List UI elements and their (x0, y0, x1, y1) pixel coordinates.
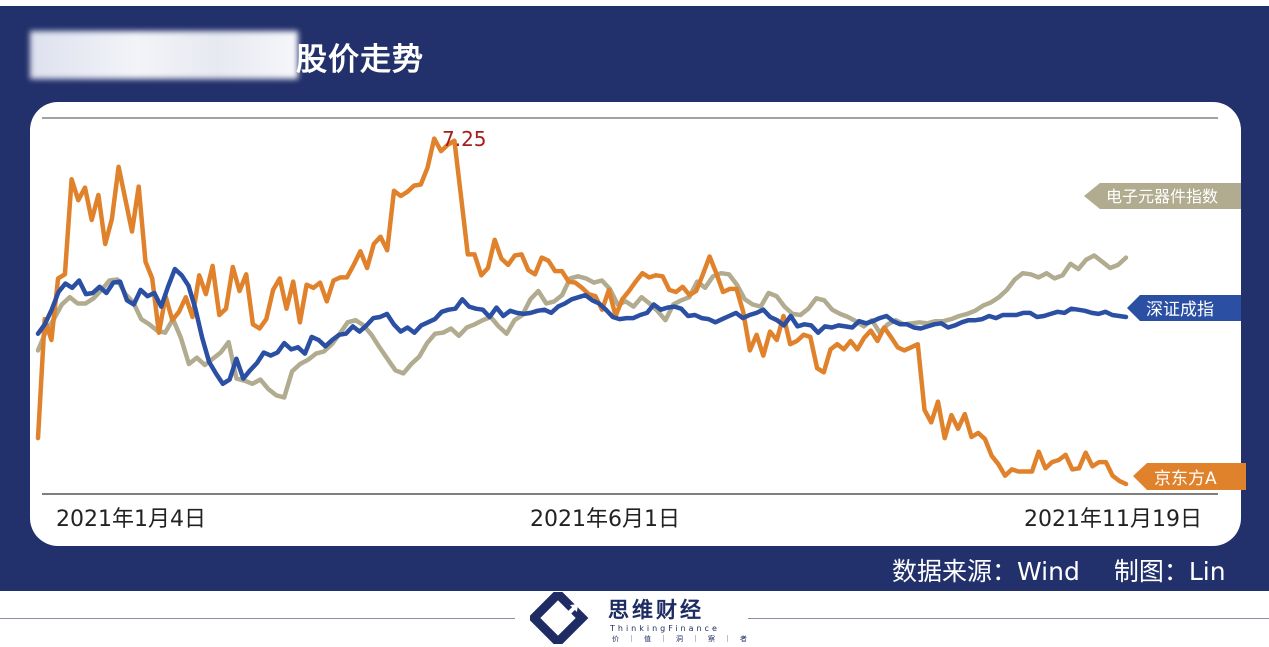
footer-divider-right (748, 618, 1269, 619)
chart-title: 股价走势 (296, 42, 424, 78)
chart-card (30, 102, 1241, 546)
brand-english: ThinkingFinance (610, 624, 720, 633)
legend-label-electronics: 电子元器件指数 (1106, 187, 1218, 206)
legend-label-szse: 深证成指 (1146, 300, 1214, 320)
series-line-1 (35, 266, 1129, 387)
data-source: 数据来源：Wind (892, 557, 1080, 586)
series-layer (35, 136, 1129, 487)
x-tick-labels: 2021年1月4日 2021年6月1日 2021年11月19日 (56, 507, 1202, 532)
source-note: 数据来源：Wind 制图：Lin (892, 552, 1226, 588)
peak-label: 7.25 (442, 127, 487, 151)
legend-label-boe: 京东方A (1154, 469, 1217, 489)
x-tick-start: 2021年1月4日 (56, 507, 206, 532)
legend-tag-szse: 深证成指 (1127, 295, 1241, 321)
legend-tag-boe: 京东方A (1133, 463, 1246, 490)
blurred-title-region (30, 31, 298, 79)
legend-tag-electronics: 电子元器件指数 (1084, 183, 1241, 209)
series-line-2 (35, 253, 1129, 400)
brand-name: 思维财经 (608, 598, 704, 622)
brand-slogan: 价｜值｜洞｜察｜者 (612, 635, 756, 643)
chart-author: 制图：Lin (1113, 557, 1226, 586)
thinking-finance-logo-icon (530, 592, 589, 644)
x-tick-middle: 2021年6月1日 (530, 507, 680, 532)
footer-divider-left (0, 618, 515, 619)
x-tick-end: 2021年11月19日 (1024, 507, 1202, 532)
series-line-0 (35, 136, 1129, 487)
